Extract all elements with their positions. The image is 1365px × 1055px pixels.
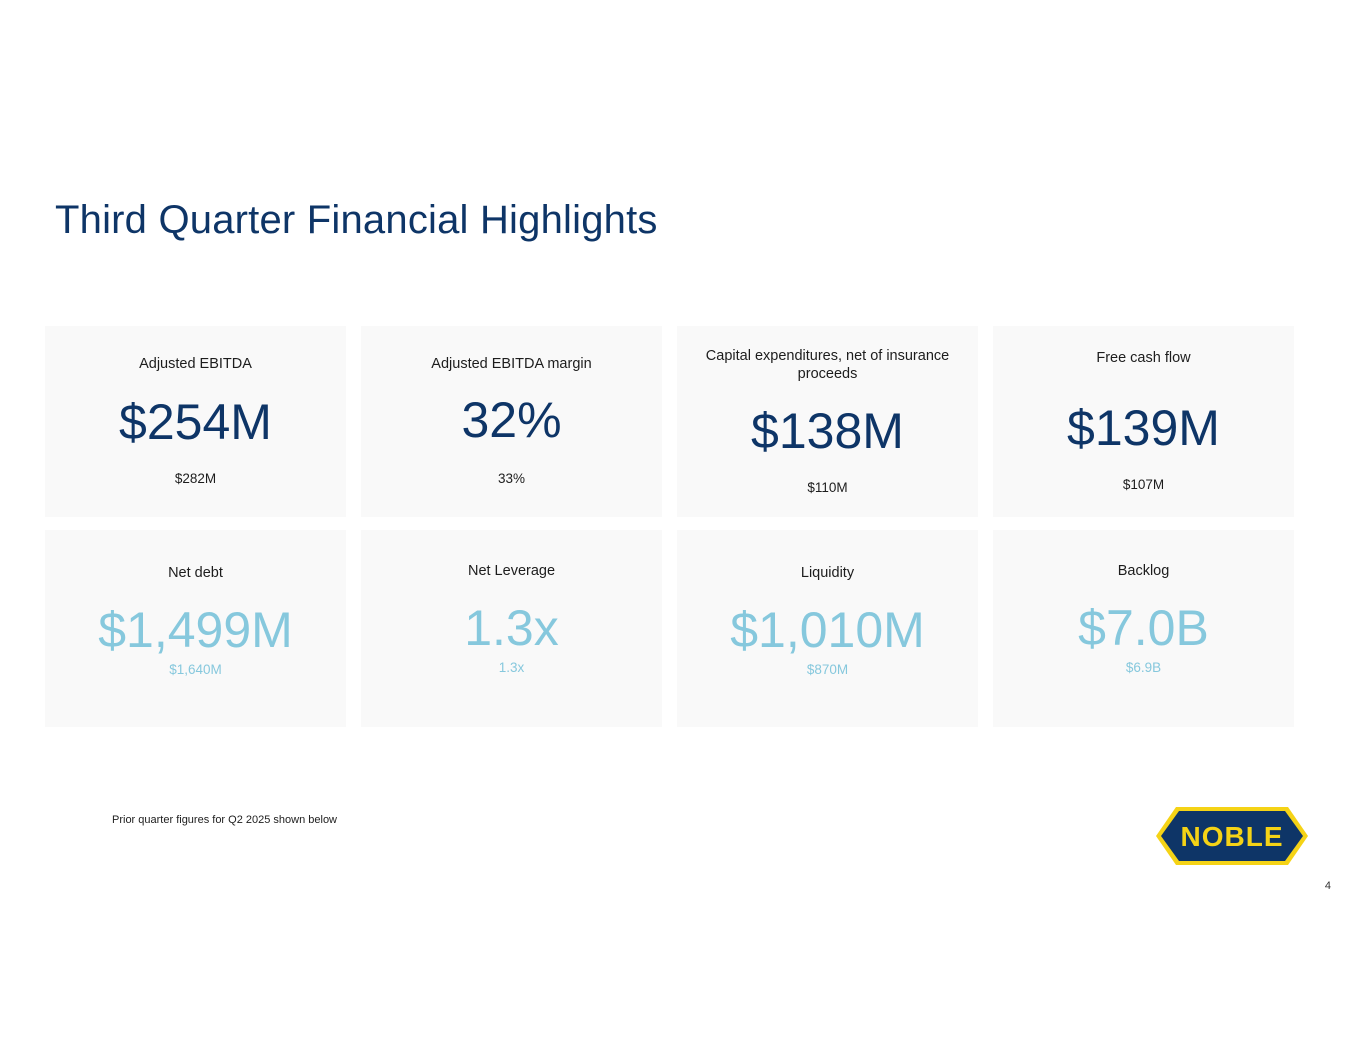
card-adjusted-ebitda-margin: Adjusted EBITDA margin 32% 33% [361,326,662,517]
card-label: Free cash flow [1096,350,1191,366]
logo-inner-hexagon [1161,811,1303,861]
slide-title: Third Quarter Financial Highlights [55,198,658,242]
card-liquidity: Liquidity $1,010M $870M [677,530,978,727]
card-value: $1,010M [730,602,925,658]
card-label: Adjusted EBITDA [139,356,252,372]
noble-logo: NOBLE [1156,807,1308,865]
card-free-cash-flow: Free cash flow $139M $107M [993,326,1294,517]
card-prior-value: 33% [497,471,526,486]
card-capital-expenditures: Capital expenditures, net of insurance p… [677,326,978,517]
card-backlog: Backlog $7.0B $6.9B [993,530,1294,727]
card-prior-value: $282M [174,471,217,486]
card-label: Capital expenditures, net of insurance p… [705,348,950,382]
card-label: Backlog [1117,563,1170,579]
card-value: 1.3x [464,600,559,656]
card-net-leverage: Net Leverage 1.3x 1.3x [361,530,662,727]
card-value: $7.0B [1078,600,1209,656]
card-prior-value: $6.9B [1125,660,1162,675]
card-label: Net Leverage [467,563,556,579]
card-value: $254M [119,394,272,450]
card-net-debt: Net debt $1,499M $1,640M [45,530,346,727]
footnote: Prior quarter figures for Q2 2025 shown … [112,814,338,826]
card-prior-value: $110M [807,480,848,495]
card-prior-value: 1.3x [498,660,525,675]
card-label: Liquidity [800,565,855,581]
card-label: Adjusted EBITDA margin [431,356,592,372]
card-adjusted-ebitda: Adjusted EBITDA $254M $282M [45,326,346,517]
logo-wordmark: NOBLE [1181,821,1284,852]
card-value: $1,499M [98,602,293,658]
card-prior-value: $870M [806,662,849,677]
page-number: 4 [1324,880,1331,892]
card-value: $138M [751,403,904,459]
card-prior-value: $1,640M [169,662,222,677]
card-prior-value: $107M [1122,477,1165,492]
card-label: Net debt [168,565,223,581]
card-value: 32% [461,392,562,448]
card-value: $139M [1067,400,1220,456]
